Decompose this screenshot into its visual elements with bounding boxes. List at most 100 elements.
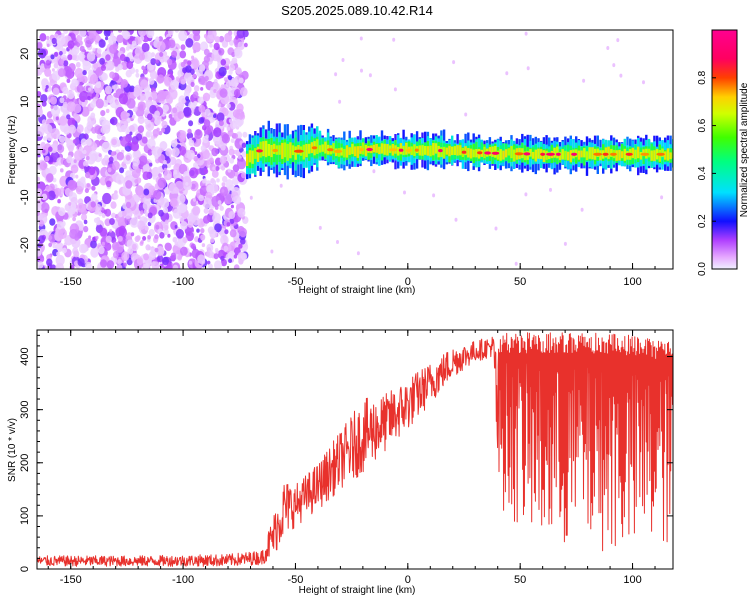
signal-band-cell: [426, 146, 430, 156]
noise-speck: [152, 128, 160, 137]
noise-speck: [157, 254, 164, 263]
noise-speck: [167, 233, 171, 238]
noise-speck: [229, 218, 235, 224]
noise-speck: [238, 243, 243, 249]
noise-speck: [393, 87, 397, 92]
noise-speck: [217, 103, 222, 108]
noise-speck: [116, 264, 123, 269]
noise-speck: [606, 46, 610, 50]
noise-speck: [111, 151, 116, 156]
noise-speck: [88, 30, 98, 39]
noise-speck: [102, 99, 109, 107]
noise-speck: [198, 117, 205, 124]
signal-band-cell: [618, 149, 621, 161]
noise-speck: [208, 208, 214, 216]
signal-band-cell: [529, 149, 532, 157]
signal-band-cell: [639, 152, 643, 160]
noise-speck: [101, 213, 106, 218]
colorbar-tick-label: 0.0: [697, 262, 708, 276]
signal-peak: [625, 152, 633, 156]
noise-speck: [185, 65, 192, 73]
noise-speck: [236, 30, 245, 39]
snr-frame: [36, 329, 674, 570]
noise-speck: [56, 34, 66, 47]
signal-band-cell: [343, 148, 346, 158]
noise-speck: [104, 154, 109, 161]
signal-band-cell: [445, 147, 448, 155]
signal-band-cell: [451, 146, 454, 156]
noise-speck: [217, 200, 222, 205]
noise-speck: [37, 261, 44, 269]
noise-speck: [99, 116, 107, 126]
noise-speck: [147, 235, 152, 240]
noise-speck: [83, 225, 89, 233]
noise-speck: [46, 35, 50, 41]
noise-speck: [143, 209, 148, 214]
signal-band-cell: [270, 145, 273, 158]
x-tick-label: -50: [287, 276, 303, 288]
signal-band-cell: [569, 150, 572, 163]
noise-speck: [223, 193, 233, 205]
noise-speck: [143, 263, 150, 269]
noise-speck: [203, 119, 211, 128]
noise-speck: [41, 193, 48, 201]
noise-speck: [106, 260, 115, 269]
noise-speck: [67, 54, 73, 61]
noise-speck: [104, 208, 112, 217]
signal-band-cell: [302, 144, 305, 160]
noise-speck: [221, 189, 225, 193]
noise-speck: [228, 69, 233, 75]
noise-speck: [185, 231, 194, 242]
noise-speck: [190, 243, 196, 250]
y-tick-label: 400: [19, 347, 31, 365]
signal-band-cell: [267, 144, 270, 156]
noise-speck: [47, 235, 53, 241]
noise-speck: [82, 149, 87, 155]
y-tick-label: 0: [19, 566, 31, 572]
noise-speck: [216, 57, 221, 63]
noise-speck: [227, 75, 233, 81]
noise-speck: [194, 129, 203, 140]
noise-speck: [45, 85, 49, 89]
noise-speck: [149, 70, 158, 79]
noise-speck: [147, 149, 153, 156]
noise-speck: [140, 210, 144, 215]
noise-speck: [203, 207, 209, 214]
signal-band-cell: [534, 149, 537, 162]
noise-speck: [149, 162, 153, 167]
noise-speck: [169, 198, 178, 207]
noise-speck: [218, 120, 224, 127]
noise-speck: [101, 141, 111, 153]
noise-speck: [211, 169, 219, 178]
noise-speck: [144, 225, 149, 231]
spectrogram-marks: [37, 30, 673, 269]
noise-speck: [177, 101, 182, 108]
noise-speck: [105, 36, 109, 41]
signal-band-cell: [286, 143, 289, 161]
noise-speck: [180, 78, 186, 85]
noise-speck: [192, 73, 197, 78]
noise-speck: [50, 105, 54, 109]
noise-speck: [109, 218, 115, 225]
noise-speck: [240, 252, 248, 261]
signal-band-cell: [278, 145, 281, 155]
noise-speck: [188, 139, 195, 147]
noise-speck: [129, 131, 133, 136]
noise-speck: [85, 171, 91, 179]
noise-speck: [235, 109, 245, 120]
noise-speck: [336, 240, 339, 244]
signal-band-cell: [475, 149, 478, 158]
noise-speck: [52, 87, 60, 96]
signal-band-cell: [583, 148, 586, 158]
noise-speck: [172, 236, 178, 243]
noise-speck: [211, 179, 217, 186]
noise-speck: [67, 90, 75, 100]
noise-speck: [136, 257, 144, 265]
noise-speck: [209, 229, 218, 239]
snr-x-label: Height of straight line (km): [299, 585, 416, 596]
noise-speck: [213, 89, 217, 93]
noise-speck: [152, 146, 162, 158]
signal-band-cell: [467, 148, 470, 158]
signal-band-cell: [558, 152, 562, 161]
